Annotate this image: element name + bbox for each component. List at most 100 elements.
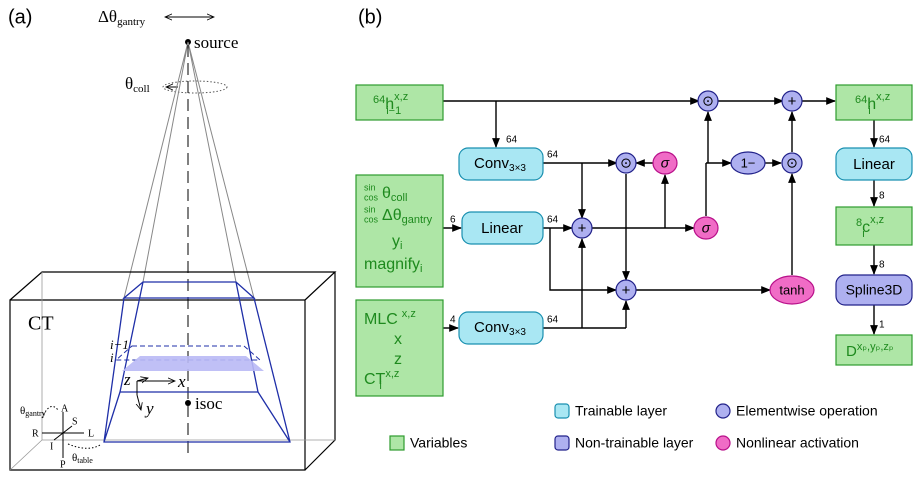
posterior-text: P [60,459,66,470]
panel-label: (a) [8,6,32,28]
panel-label: (b) [358,6,382,28]
stack-top-text: sin [364,204,376,214]
sub-text: 3×3 [509,163,526,174]
slice-cur-text: i [110,350,114,365]
text-shape: magnifyi [364,256,422,275]
legend-text: Non-trainable layer [575,435,694,451]
ops-text: + [788,93,797,110]
sub-text: i [868,105,870,117]
stack-bottom-text: cos [364,214,379,224]
text-shape: Δθgantry [98,7,146,28]
sup-text: x,z [870,214,884,226]
pre-text: 64 [855,94,867,106]
symbol-text: x [394,331,402,348]
symbol-text: z [394,351,402,368]
left-text: L [88,428,94,439]
edge-labels-text: 4 [450,315,456,326]
rect-shape [390,436,404,450]
symbol-text: Conv [474,155,510,172]
sup-text: x,z [394,91,408,103]
sup-text: x,z [402,308,416,320]
symbol-text: Δθ [382,207,402,224]
rect-shape [555,404,569,418]
path-shape [68,444,100,448]
legend-text: Elementwise operation [736,403,878,419]
symbol-text: MLC [364,311,398,328]
ops-text: + [622,282,631,299]
text-shape: θtable [72,452,93,465]
spline-text: Spline3D [846,282,903,298]
edge-labels-text: 6 [450,215,456,226]
line-shape [137,395,141,410]
sub-text: coll [391,192,408,204]
sub-text: i−1 [386,105,401,117]
symbol-text: Δθ [98,7,117,26]
edge-labels-text: 64 [879,135,891,146]
sub-text: gantry [117,16,146,28]
circle-shape [185,400,191,406]
ops-text: + [578,220,587,237]
legend-text: Variables [410,435,467,451]
stack-bottom-text: cos [364,192,379,202]
sup-text: x,z [876,91,890,103]
sub-text: table [77,456,93,465]
panel-b: (b) 64 64 6 64 4 64 64 8 8 1 64hx,zi−1 s… [356,6,912,450]
path-shape [124,42,254,298]
symbol-text: magnify [364,256,420,273]
sub-text: i [400,240,402,252]
ops-text: tanh [779,282,804,297]
edge-labels-text: 8 [879,260,885,271]
text-shape: θcoll [125,74,150,95]
symbol-text: θ [125,74,133,93]
source-label: source [194,33,238,52]
axis-z-text: z [123,370,131,389]
axis-y-text: y [144,399,154,418]
pre-text: 64 [373,94,385,106]
legend-text: Nonlinear activation [736,435,859,451]
figure: (a) Δθgantry source θcoll CT i−1 i z x y… [0,0,914,479]
axis-x-text: x [177,372,186,391]
sub-text: i [862,228,864,240]
sub-text: gantry [402,214,433,226]
legend-text: Trainable layer [575,403,667,419]
rect-shape [555,436,569,450]
inferior-text: I [50,441,53,452]
stack-top-text: sin [364,182,376,192]
symbol-text: CT [364,371,386,388]
superior-text: S [72,416,78,427]
edge-labels-text: 64 [547,150,559,161]
ops-text: σ [702,220,711,236]
anterior-text: A [61,403,69,414]
ops-text: 1− [741,155,756,170]
sub-text: coll [133,83,150,95]
symbol-text: Conv [474,319,510,336]
path-shape [122,356,264,371]
sub-text: 3×3 [509,327,526,338]
ops-text: ⊙ [620,155,632,171]
isoc-text: isoc [195,394,223,413]
sub-text: i [420,263,422,275]
panel-a: (a) Δθgantry source θcoll CT i−1 i z x y… [8,6,335,470]
circle-shape [716,404,730,418]
sub-text: i [379,380,381,392]
ct-label: CT [28,313,54,335]
circle-shape [716,436,730,450]
path-shape [42,412,84,458]
ops-text: ⊙ [786,155,798,171]
ops-text: σ [661,155,670,171]
linear-left-text: Linear [481,220,523,237]
edge-labels-text: 64 [547,215,559,226]
symbol-text: θ [382,185,391,202]
linear-right-text: Linear [853,156,895,173]
sup-text: x,z [385,368,399,380]
ops-text: ⊙ [702,93,714,109]
symbol-text: y [392,233,400,250]
edge-labels-text: 1 [879,320,885,331]
edge-labels-text: 64 [506,135,518,146]
symbol-text: D [846,343,857,360]
sup-text: xₚ,yₚ,zₚ [857,341,894,353]
edge-labels-text: 64 [547,315,559,326]
edge-labels-text: 8 [879,191,885,202]
right-text: R [32,428,39,439]
rect-shape [836,207,912,245]
